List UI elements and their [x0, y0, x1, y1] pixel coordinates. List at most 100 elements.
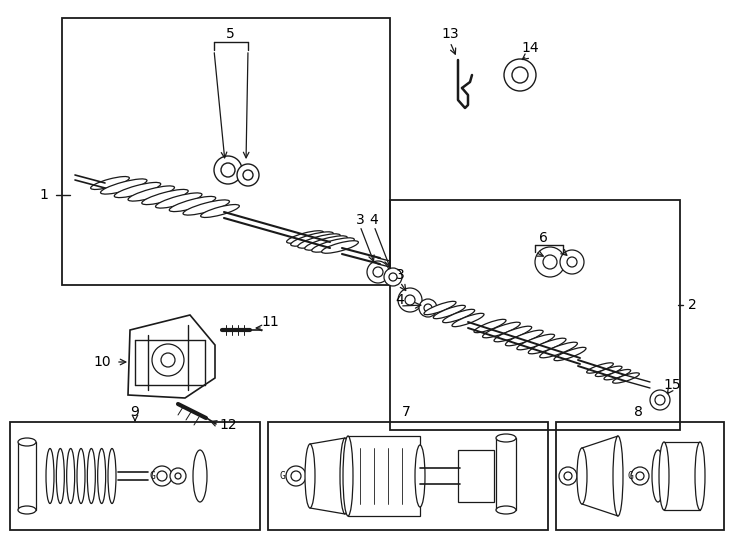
Ellipse shape [57, 449, 65, 503]
Ellipse shape [18, 506, 36, 514]
Ellipse shape [586, 363, 614, 373]
Text: 5: 5 [225, 27, 234, 41]
Ellipse shape [305, 444, 315, 508]
Ellipse shape [98, 449, 106, 503]
Bar [458, 450, 494, 502]
Text: 10: 10 [93, 355, 111, 369]
Ellipse shape [539, 342, 578, 358]
Ellipse shape [554, 347, 586, 361]
Ellipse shape [433, 305, 465, 319]
Text: 12: 12 [219, 418, 237, 432]
Ellipse shape [115, 183, 161, 198]
Text: G: G [149, 471, 155, 481]
Circle shape [152, 466, 172, 486]
Text: 7: 7 [401, 405, 410, 419]
Circle shape [504, 59, 536, 91]
Ellipse shape [183, 200, 230, 215]
Text: 1: 1 [40, 188, 48, 202]
Bar [556, 422, 724, 530]
Ellipse shape [613, 373, 639, 383]
Circle shape [161, 353, 175, 367]
Ellipse shape [659, 442, 669, 510]
Ellipse shape [108, 449, 116, 503]
Ellipse shape [604, 369, 631, 380]
Ellipse shape [340, 438, 350, 514]
Circle shape [243, 170, 253, 180]
Circle shape [419, 299, 437, 317]
Ellipse shape [286, 231, 324, 243]
Ellipse shape [474, 319, 506, 333]
Circle shape [560, 250, 584, 274]
Circle shape [373, 267, 383, 277]
Ellipse shape [528, 338, 566, 354]
Text: G: G [627, 471, 633, 481]
Circle shape [237, 164, 259, 186]
Ellipse shape [595, 366, 622, 376]
Ellipse shape [142, 190, 188, 205]
Circle shape [214, 156, 242, 184]
Ellipse shape [156, 193, 202, 208]
Ellipse shape [613, 436, 623, 516]
Polygon shape [582, 436, 618, 516]
Text: 8: 8 [633, 405, 642, 419]
Text: 9: 9 [131, 405, 139, 419]
Ellipse shape [496, 506, 516, 514]
Ellipse shape [343, 436, 353, 516]
Ellipse shape [305, 236, 347, 250]
Bar [268, 422, 548, 530]
Circle shape [384, 268, 402, 286]
Ellipse shape [291, 232, 333, 246]
Ellipse shape [496, 434, 516, 442]
Text: 14: 14 [521, 41, 539, 55]
Circle shape [631, 467, 649, 485]
Bar [18, 442, 36, 510]
Ellipse shape [87, 449, 95, 503]
Bar [496, 438, 516, 510]
Ellipse shape [312, 238, 355, 252]
Ellipse shape [128, 186, 175, 201]
Text: 3: 3 [396, 268, 404, 282]
Polygon shape [310, 438, 345, 514]
Text: 4: 4 [370, 213, 378, 227]
Circle shape [157, 471, 167, 481]
Ellipse shape [200, 205, 239, 218]
Circle shape [512, 67, 528, 83]
Circle shape [175, 473, 181, 479]
Polygon shape [128, 315, 215, 398]
Ellipse shape [424, 301, 456, 315]
Circle shape [424, 304, 432, 312]
Ellipse shape [452, 313, 484, 327]
Ellipse shape [46, 449, 54, 503]
Circle shape [636, 472, 644, 480]
Bar [62, 18, 390, 285]
Ellipse shape [67, 449, 75, 503]
Circle shape [152, 344, 184, 376]
Ellipse shape [517, 334, 555, 350]
Ellipse shape [443, 309, 475, 323]
Circle shape [389, 273, 397, 281]
Text: 11: 11 [261, 315, 279, 329]
Circle shape [286, 466, 306, 486]
Bar [664, 442, 700, 510]
Text: 13: 13 [441, 27, 459, 41]
Ellipse shape [494, 326, 531, 342]
Circle shape [221, 163, 235, 177]
Ellipse shape [506, 330, 543, 346]
Circle shape [291, 471, 301, 481]
Circle shape [367, 261, 389, 283]
Ellipse shape [482, 322, 520, 338]
Bar [10, 422, 260, 530]
Ellipse shape [91, 177, 129, 190]
Text: 3: 3 [356, 213, 364, 227]
Circle shape [543, 255, 557, 269]
Circle shape [559, 467, 577, 485]
Text: 4: 4 [396, 293, 404, 307]
Ellipse shape [577, 448, 587, 504]
Circle shape [398, 288, 422, 312]
Ellipse shape [652, 450, 664, 502]
Text: 15: 15 [664, 378, 681, 392]
Circle shape [650, 390, 670, 410]
Ellipse shape [18, 438, 36, 446]
Circle shape [535, 247, 565, 277]
Ellipse shape [695, 442, 705, 510]
